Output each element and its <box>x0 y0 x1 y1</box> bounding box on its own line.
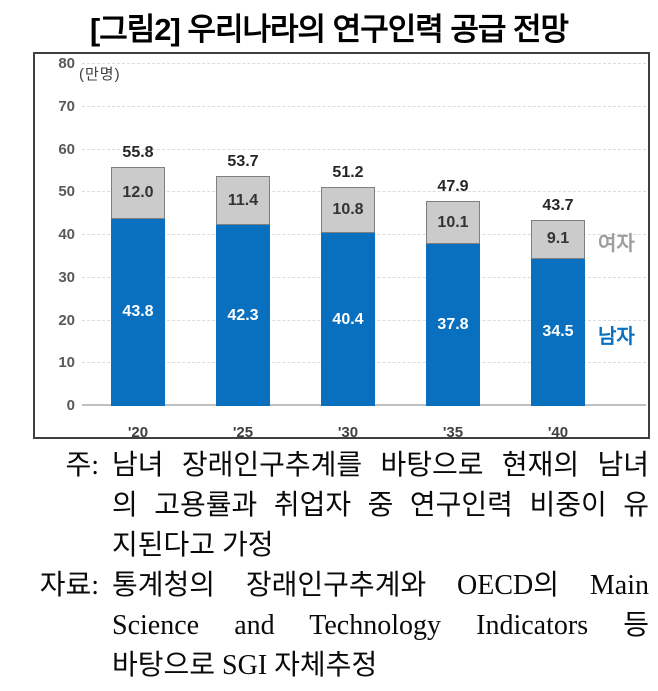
note-line: 지된다고 가정 <box>112 530 274 561</box>
total-value-label: 53.7 <box>227 153 259 171</box>
bar-segment-male: 43.8 <box>111 218 165 406</box>
note-line: 의 고용률과 취업자 중 연구인력 비중이 유 <box>112 490 649 521</box>
x-axis-tick-35: '35 <box>442 424 464 441</box>
note-label: 자료: <box>39 570 99 601</box>
bar-segment-female: 9.1 <box>531 219 585 259</box>
y-axis-tick-0: 0 <box>66 397 75 414</box>
bar-20: 43.8 12.0 <box>111 167 165 406</box>
female-value-label: 10.8 <box>332 201 364 219</box>
female-value-label: 9.1 <box>546 230 570 248</box>
male-value-label: 40.4 <box>332 310 364 328</box>
note-line: Science and Technology Indicators 등 <box>112 610 649 641</box>
male-value-label: 43.8 <box>122 303 154 321</box>
bar-segment-female: 10.1 <box>426 201 480 245</box>
bar-segment-male: 37.8 <box>426 244 480 406</box>
x-axis-tick-20: '20 <box>127 424 149 441</box>
y-axis-unit-label: (만명) <box>79 66 121 83</box>
legend-female-label: 여자 <box>598 233 635 256</box>
gridline-y60 <box>82 148 646 150</box>
chart-frame: (만명) 43.8 12.0 55.8 '20 42.3 11.4 53.7 '25 40.4 1… <box>33 52 650 441</box>
note-line: 통계청의 장래인구추계와 OECD의 Main <box>112 570 649 601</box>
note-text: 통계청의 장래인구추계와 OECD의 Main Science and Techn… <box>112 566 649 686</box>
x-axis-tick-25: '25 <box>232 424 254 441</box>
bar-25: 42.3 11.4 <box>216 176 270 406</box>
total-value-label: 47.9 <box>437 178 469 196</box>
bar-segment-female: 12.0 <box>111 167 165 219</box>
y-axis-tick-80: 80 <box>58 55 75 72</box>
y-axis-tick-40: 40 <box>58 226 75 243</box>
bar-segment-male: 34.5 <box>531 258 585 406</box>
note-line: 바탕으로 SGI 자체추정 <box>112 650 378 681</box>
y-axis-tick-20: 20 <box>58 311 75 329</box>
female-value-label: 11.4 <box>227 191 259 209</box>
x-axis-tick-30: '30 <box>337 424 359 441</box>
female-value-label: 10.1 <box>437 213 469 231</box>
male-value-label: 34.5 <box>542 323 574 341</box>
x-axis-tick-40: '40 <box>547 424 569 441</box>
bar-segment-female: 10.8 <box>321 187 375 234</box>
male-value-label: 37.8 <box>437 316 469 334</box>
y-axis-tick-30: 30 <box>58 268 75 286</box>
bar-35: 37.8 10.1 <box>426 201 480 406</box>
total-value-label: 55.8 <box>122 144 154 162</box>
note-label: 주: <box>65 450 99 481</box>
male-value-label: 42.3 <box>227 306 259 324</box>
bar-30: 40.4 10.8 <box>321 187 375 406</box>
plot-area: 43.8 12.0 55.8 '20 42.3 11.4 53.7 '25 40.4 10.8 51… <box>82 63 646 441</box>
note-item-1: 자료: 통계청의 장래인구추계와 OECD의 Main Science and Te… <box>33 566 649 686</box>
female-value-label: 12.0 <box>122 184 154 202</box>
y-axis-tick-70: 70 <box>58 97 75 115</box>
gridline-y80 <box>82 63 646 64</box>
y-axis-tick-10: 10 <box>58 354 75 372</box>
page-title: [그림2] 우리나라의 연구인력 공급 전망 <box>89 12 569 47</box>
total-value-label: 51.2 <box>332 164 364 182</box>
gridline-y70 <box>82 105 646 107</box>
y-axis-tick-50: 50 <box>58 183 75 201</box>
legend-male-label: 남자 <box>598 326 635 349</box>
bar-segment-female: 11.4 <box>216 176 270 226</box>
bar-segment-male: 40.4 <box>321 233 375 406</box>
y-axis-tick-60: 60 <box>58 140 75 158</box>
total-value-label: 43.7 <box>542 196 574 214</box>
bar-segment-male: 42.3 <box>216 225 270 406</box>
note-line: 남녀 장래인구추계를 바탕으로 현재의 남녀 <box>112 450 649 481</box>
bar-40: 34.5 9.1 <box>531 219 585 406</box>
